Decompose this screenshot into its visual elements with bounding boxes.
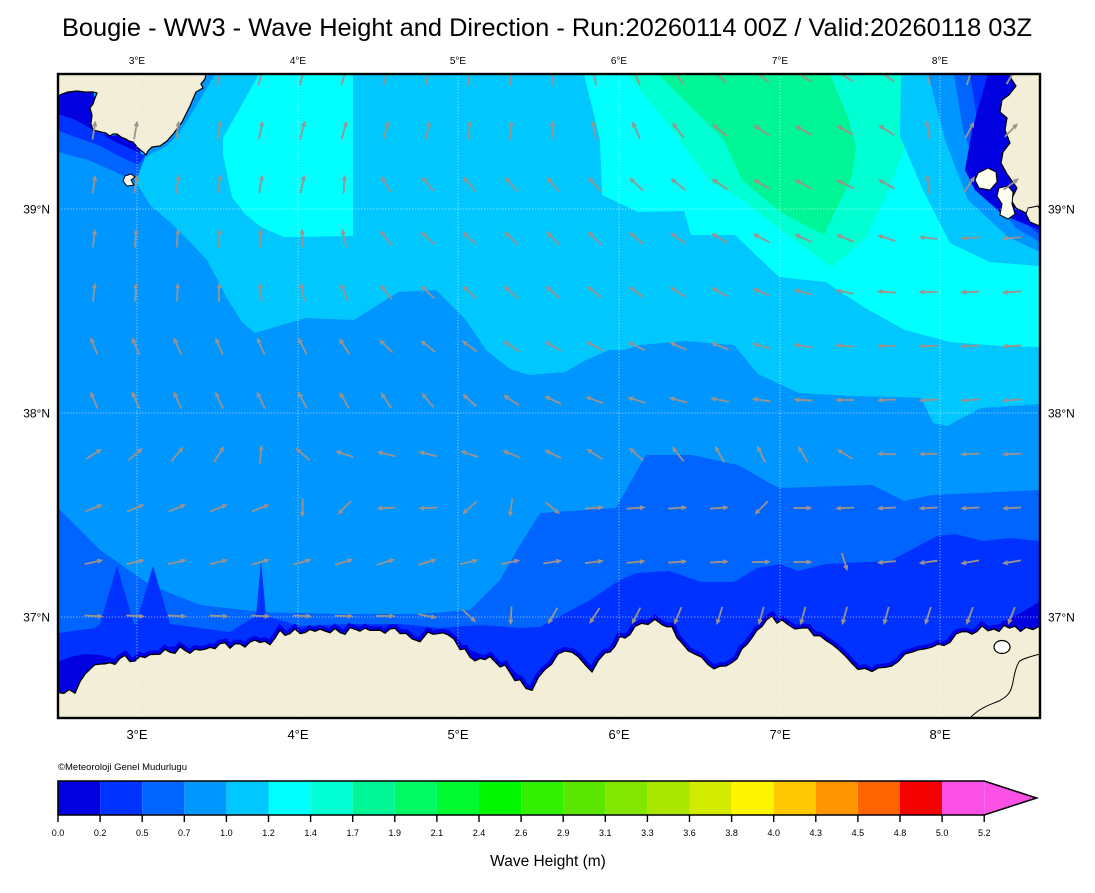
svg-text:4.3: 4.3: [810, 828, 823, 838]
svg-text:0.2: 0.2: [94, 828, 107, 838]
svg-text:4.0: 4.0: [767, 828, 780, 838]
svg-text:6°E: 6°E: [608, 727, 629, 742]
svg-text:1.2: 1.2: [262, 828, 275, 838]
svg-text:3.8: 3.8: [725, 828, 738, 838]
svg-text:4°E: 4°E: [287, 727, 308, 742]
svg-text:3°E: 3°E: [129, 56, 146, 67]
svg-text:©Meteoroloji Genel Mudurlugu: ©Meteoroloji Genel Mudurlugu: [58, 762, 187, 773]
svg-text:8°E: 8°E: [929, 727, 950, 742]
svg-text:0.0: 0.0: [52, 828, 65, 838]
svg-text:37°N: 37°N: [23, 611, 50, 625]
svg-text:38°N: 38°N: [1048, 407, 1075, 421]
svg-text:5.2: 5.2: [978, 828, 991, 838]
svg-text:1.7: 1.7: [346, 828, 359, 838]
svg-text:0.5: 0.5: [136, 828, 149, 838]
svg-text:5°E: 5°E: [450, 56, 467, 67]
svg-text:3°E: 3°E: [126, 727, 147, 742]
svg-text:3.3: 3.3: [641, 828, 654, 838]
svg-text:39°N: 39°N: [1048, 203, 1075, 217]
svg-text:7°E: 7°E: [772, 56, 789, 67]
svg-text:1.0: 1.0: [220, 828, 233, 838]
svg-text:1.4: 1.4: [304, 828, 317, 838]
svg-text:1.9: 1.9: [389, 828, 402, 838]
svg-text:Bougie - WW3 - Wave Height and: Bougie - WW3 - Wave Height and Direction…: [62, 14, 1032, 42]
svg-text:2.9: 2.9: [557, 828, 570, 838]
svg-text:6°E: 6°E: [611, 56, 628, 67]
svg-text:3.1: 3.1: [599, 828, 612, 838]
svg-text:39°N: 39°N: [23, 203, 50, 217]
svg-text:38°N: 38°N: [23, 407, 50, 421]
svg-text:4°E: 4°E: [290, 56, 307, 67]
svg-text:8°E: 8°E: [932, 56, 949, 67]
svg-text:Wave Height (m): Wave Height (m): [490, 853, 606, 870]
svg-text:0.7: 0.7: [178, 828, 191, 838]
svg-text:2.1: 2.1: [431, 828, 444, 838]
svg-text:37°N: 37°N: [1048, 611, 1075, 625]
svg-text:2.6: 2.6: [515, 828, 528, 838]
svg-text:5°E: 5°E: [447, 727, 468, 742]
svg-text:3.6: 3.6: [683, 828, 696, 838]
svg-text:4.5: 4.5: [852, 828, 865, 838]
svg-text:4.8: 4.8: [894, 828, 907, 838]
svg-text:7°E: 7°E: [769, 727, 790, 742]
svg-text:2.4: 2.4: [473, 828, 486, 838]
svg-text:5.0: 5.0: [936, 828, 949, 838]
